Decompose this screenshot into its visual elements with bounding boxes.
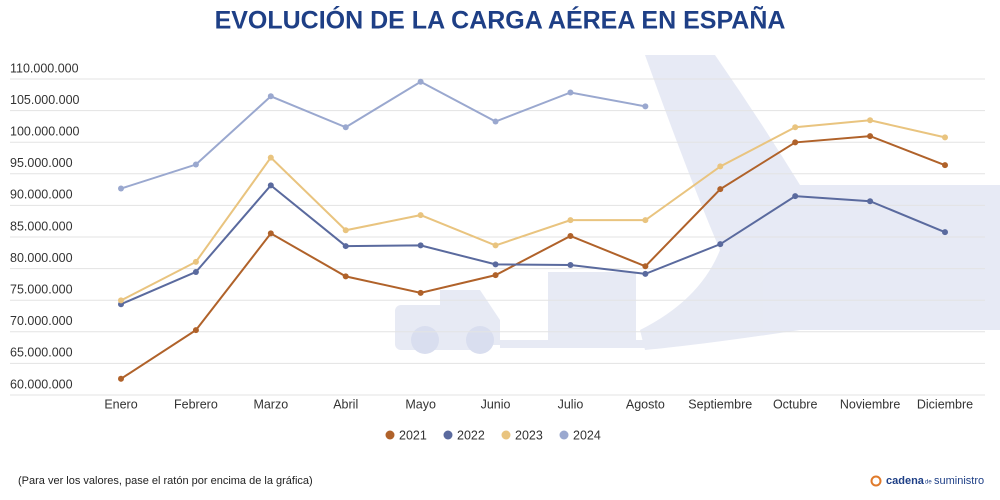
data-point: [792, 139, 799, 146]
y-tick-label: 75.000.000: [10, 282, 73, 296]
data-point: [192, 161, 199, 168]
legend-label: 2021: [399, 428, 427, 442]
x-tick-label: Septiembre: [688, 397, 752, 411]
x-tick-label: Mayo: [405, 397, 436, 411]
y-tick-label: 105.000.000: [10, 93, 80, 107]
data-point: [942, 229, 948, 236]
data-point: [192, 268, 199, 275]
data-point: [267, 230, 274, 237]
data-point: [642, 103, 649, 110]
logo-text: suministro: [934, 475, 984, 487]
data-point: [867, 198, 874, 205]
data-point: [118, 297, 124, 304]
data-point: [492, 118, 499, 125]
data-point: [192, 327, 199, 334]
series-line: [120, 135, 946, 380]
data-point: [792, 124, 799, 131]
data-point: [567, 262, 574, 269]
data-point: [342, 273, 349, 280]
data-point: [867, 117, 874, 124]
data-point: [717, 241, 724, 248]
data-point: [267, 93, 274, 100]
x-tick-label: Marzo: [253, 397, 288, 411]
data-point: [492, 242, 499, 249]
legend-label: 2022: [457, 428, 485, 442]
legend-marker: [443, 430, 453, 440]
data-point: [567, 232, 574, 239]
data-point: [267, 154, 274, 161]
series-line: [120, 119, 946, 302]
data-point: [567, 217, 574, 224]
data-point: [642, 270, 649, 277]
footnote: (Para ver los valores, pase el ratón por…: [18, 475, 313, 487]
x-tick-label: Febrero: [174, 397, 218, 411]
legend-label: 2024: [573, 428, 601, 442]
x-tick-label: Octubre: [773, 397, 818, 411]
x-tick-label: Junio: [481, 397, 511, 411]
y-tick-label: 110.000.000: [10, 61, 79, 75]
data-point: [867, 133, 874, 140]
x-tick-label: Noviembre: [840, 397, 900, 411]
legend-marker: [501, 430, 511, 440]
data-point: [192, 258, 199, 265]
data-point: [567, 89, 574, 96]
data-point: [417, 212, 424, 219]
data-point: [118, 185, 124, 192]
data-point: [342, 243, 349, 250]
series-line: [120, 184, 946, 306]
data-point: [417, 78, 424, 85]
data-point: [792, 193, 799, 200]
series-line: [120, 80, 646, 190]
x-tick-label: Diciembre: [917, 397, 973, 411]
data-point: [942, 162, 948, 169]
y-tick-label: 90.000.000: [10, 188, 73, 202]
logo-icon: [870, 475, 882, 487]
x-tick-label: Julio: [558, 397, 584, 411]
y-tick-label: 80.000.000: [10, 251, 73, 265]
y-tick-label: 65.000.000: [10, 346, 73, 360]
data-point: [642, 217, 649, 224]
y-tick-label: 70.000.000: [10, 314, 73, 328]
x-tick-label: Enero: [104, 397, 137, 411]
legend-marker: [385, 430, 395, 440]
data-point: [492, 261, 499, 268]
background-art: [395, 55, 1000, 354]
data-point: [942, 134, 948, 141]
y-tick-label: 60.000.000: [10, 377, 73, 391]
data-point: [417, 242, 424, 249]
data-point: [642, 263, 649, 270]
data-point: [417, 289, 424, 296]
legend-label: 2023: [515, 428, 543, 442]
data-point: [342, 124, 349, 131]
legend-marker: [559, 430, 569, 440]
y-tick-label: 100.000.000: [10, 124, 80, 138]
logo-text: cadena: [886, 475, 925, 487]
data-point: [267, 182, 274, 189]
chart-title: EVOLUCIÓN DE LA CARGA AÉREA EN ESPAÑA: [215, 5, 786, 35]
data-point: [492, 272, 499, 279]
data-point: [342, 227, 349, 234]
x-tick-label: Abril: [333, 397, 358, 411]
data-point: [717, 186, 724, 193]
x-tick-label: Agosto: [626, 397, 665, 411]
y-tick-label: 95.000.000: [10, 156, 73, 170]
logo-text: de: [925, 480, 932, 486]
y-tick-label: 85.000.000: [10, 219, 73, 233]
data-point: [717, 163, 724, 170]
data-point: [118, 375, 124, 382]
